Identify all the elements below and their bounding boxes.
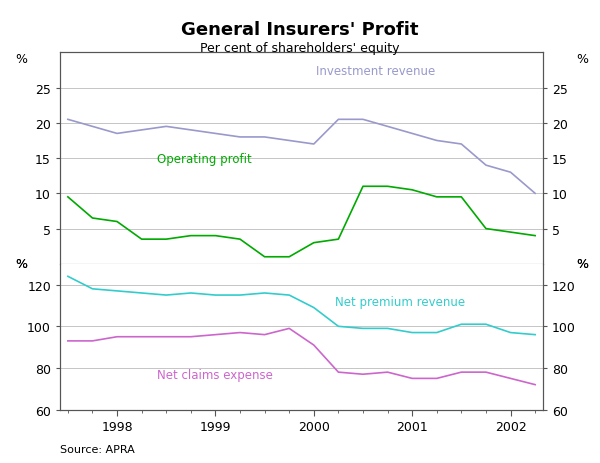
Text: Source: APRA: Source: APRA — [60, 444, 135, 454]
Text: Net claims expense: Net claims expense — [157, 368, 272, 381]
Text: %: % — [15, 258, 27, 271]
Text: %: % — [576, 258, 588, 271]
Text: General Insurers' Profit: General Insurers' Profit — [181, 21, 419, 39]
Text: Operating profit: Operating profit — [157, 153, 251, 166]
Text: %: % — [576, 258, 588, 271]
Text: %: % — [15, 258, 27, 271]
Text: Per cent of shareholders' equity: Per cent of shareholders' equity — [200, 42, 400, 55]
Text: Investment revenue: Investment revenue — [316, 64, 435, 77]
Text: %: % — [576, 53, 588, 66]
Text: Net premium revenue: Net premium revenue — [335, 295, 466, 308]
Text: %: % — [15, 53, 27, 66]
